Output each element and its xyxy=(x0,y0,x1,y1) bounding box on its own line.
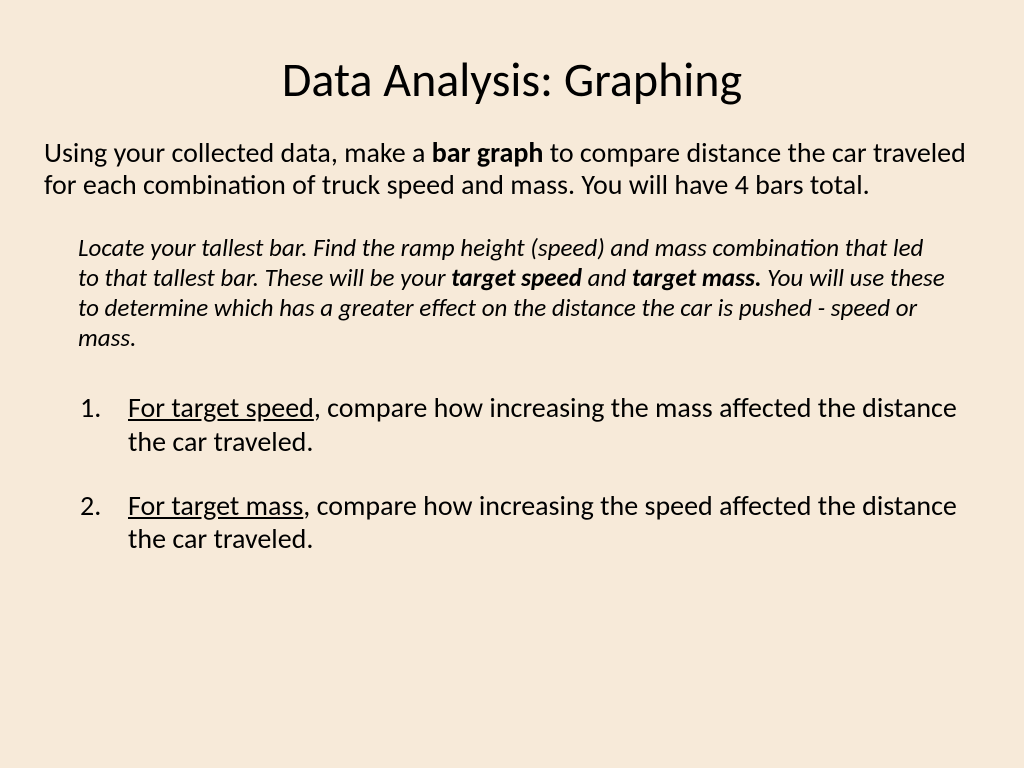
list-item: 2. For target mass, compare how increasi… xyxy=(80,489,984,556)
intro-text-1: Using your collected data, make a xyxy=(44,135,432,170)
slide-title: Data Analysis: Graphing xyxy=(40,50,984,109)
list-item: 1. For target speed, compare how increas… xyxy=(80,391,984,458)
italic-bold-1: target speed xyxy=(451,262,582,293)
intro-bold-1: bar graph xyxy=(432,135,544,170)
list-underline-2: For target mass xyxy=(128,488,303,523)
list-underline-1: For target speed xyxy=(128,390,314,425)
italic-text-2: and xyxy=(582,262,632,293)
numbered-list: 1. For target speed, compare how increas… xyxy=(40,391,984,555)
list-text-2: For target mass, compare how increasing … xyxy=(128,489,984,556)
italic-instructions: Locate your tallest bar. Find the ramp h… xyxy=(40,233,984,353)
list-text-1: For target speed, compare how increasing… xyxy=(128,391,984,458)
italic-bold-2: target mass. xyxy=(632,262,762,293)
list-number-2: 2. xyxy=(80,489,128,556)
intro-paragraph: Using your collected data, make a bar gr… xyxy=(40,137,984,201)
list-number-1: 1. xyxy=(80,391,128,458)
